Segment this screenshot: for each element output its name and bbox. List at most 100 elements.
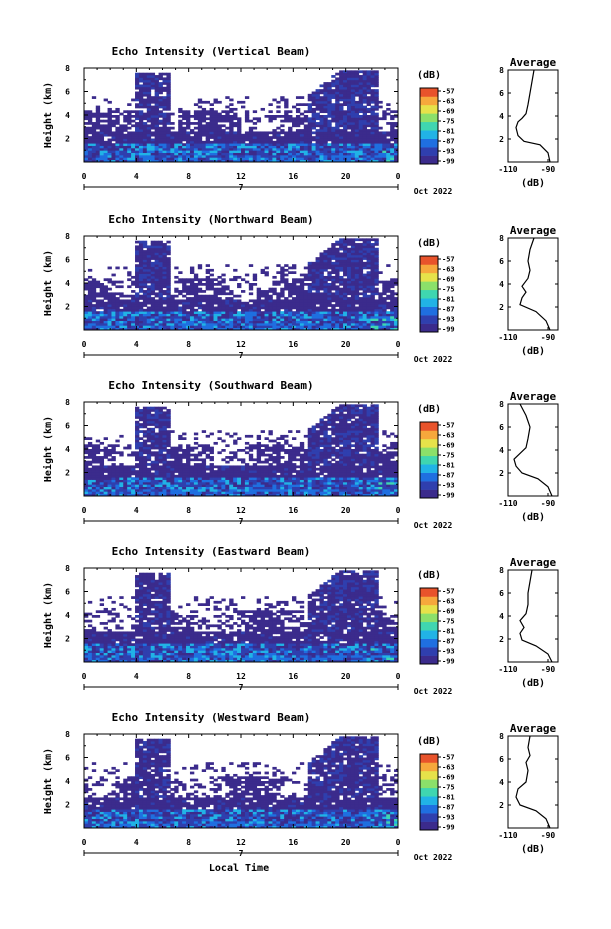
colorbar-swatch: [420, 770, 438, 780]
colorbar-swatch: [420, 596, 438, 606]
colorbar-swatch: [420, 604, 438, 614]
average-y-tick-label: 4: [499, 612, 504, 621]
y-tick-label: 8: [65, 232, 70, 241]
y-tick-label: 8: [65, 64, 70, 73]
colorbar-unit-label: (dB): [417, 736, 441, 747]
y-axis-label: Height (km): [42, 250, 54, 316]
date-label: Oct 2022: [414, 187, 453, 196]
x-tick-label: 12: [236, 838, 246, 847]
colorbar-tick-label: -99: [442, 158, 455, 166]
x-tick-label: 0: [396, 340, 401, 349]
x-tick-label: 0: [82, 838, 87, 847]
panel-title: Echo Intensity (Eastward Beam): [112, 545, 311, 558]
average-title: Average: [510, 224, 557, 237]
colorbar-tick-label: -87: [442, 804, 455, 812]
colorbar-frame: [419, 753, 439, 831]
colorbar-swatch: [420, 447, 438, 457]
colorbar-unit-label: (dB): [417, 70, 441, 81]
day-label: 7: [239, 517, 244, 526]
y-tick-label: 8: [65, 564, 70, 573]
y-tick-label: 4: [65, 611, 70, 620]
average-profile-3: Average 2 4 6 8 -110 -90 (dB): [498, 390, 559, 523]
colorbar-swatch: [420, 613, 438, 623]
heatmap-area: [84, 570, 398, 662]
average-y-tick-label: 8: [499, 732, 504, 741]
colorbar-frame: [419, 87, 439, 165]
colorbar-tick-label: -57: [442, 588, 455, 596]
average-profile-line: [519, 569, 553, 663]
colorbar-tick-label: -75: [442, 784, 455, 792]
average-x-tick-label: -90: [541, 499, 556, 508]
x-tick-label: 8: [186, 672, 191, 681]
x-tick-label: 0: [396, 838, 401, 847]
average-x-tick-label: -90: [541, 165, 556, 174]
date-label: Oct 2022: [414, 355, 453, 364]
x-tick-label: 8: [186, 506, 191, 515]
colorbar-frame: [419, 255, 439, 333]
average-title: Average: [510, 556, 557, 569]
colorbar-swatch: [420, 804, 438, 814]
colorbar-swatch: [420, 821, 438, 831]
colorbar-tick-label: -63: [442, 98, 455, 106]
panel-3: Echo Intensity (Southward Beam) 2 4 6 8 Heigh…: [42, 379, 559, 530]
y-tick-label: 8: [65, 398, 70, 407]
average-y-tick-label: 8: [499, 66, 504, 75]
average-x-tick-label: -90: [541, 333, 556, 342]
y-tick-label: 6: [65, 88, 70, 97]
colorbar-tick-label: -87: [442, 472, 455, 480]
colorbar-swatch: [420, 113, 438, 123]
average-x-tick-label: -110: [498, 665, 517, 674]
average-frame: [507, 403, 559, 497]
colorbar-frame: [419, 421, 439, 499]
colorbar-tick-label: -81: [442, 628, 455, 636]
average-y-tick-label: 6: [499, 257, 504, 266]
x-tick-label: 12: [236, 506, 246, 515]
colorbar-tick-label: -69: [442, 276, 455, 284]
average-x-tick-label: -90: [541, 831, 556, 840]
colorbar-swatch: [420, 655, 438, 665]
colorbar-swatch: [420, 88, 438, 97]
panel-2: Echo Intensity (Northward Beam) 2 4 6 8 Heigh…: [42, 213, 559, 364]
x-tick-label: 0: [82, 172, 87, 181]
colorbar-tick-label: -93: [442, 482, 455, 490]
panel-title: Echo Intensity (Vertical Beam): [112, 45, 311, 58]
x-tick-label: 8: [186, 172, 191, 181]
average-x-label: (dB): [521, 512, 545, 523]
colorbar-swatch: [420, 438, 438, 448]
colorbar-tick-label: -69: [442, 608, 455, 616]
heatmap-area: [84, 404, 398, 496]
y-axis-label: Height (km): [42, 82, 54, 148]
average-x-tick-label: -90: [541, 665, 556, 674]
y-tick-label: 6: [65, 588, 70, 597]
colorbar-tick-label: -87: [442, 638, 455, 646]
colorbar-swatch: [420, 621, 438, 631]
colorbar-tick-label: -69: [442, 774, 455, 782]
average-y-tick-label: 2: [499, 135, 504, 144]
y-tick-label: 4: [65, 445, 70, 454]
colorbar-swatch: [420, 481, 438, 490]
colorbar-tick-label: -75: [442, 118, 455, 126]
colorbar-tick-label: -93: [442, 814, 455, 822]
colorbar-swatch: [420, 464, 438, 473]
colorbar-tick-label: -63: [442, 432, 455, 440]
colorbar-tick-label: -57: [442, 88, 455, 96]
average-x-tick-label: -110: [498, 831, 517, 840]
x-tick-label: 0: [396, 172, 401, 181]
colorbar-swatch: [420, 430, 438, 440]
colorbar-swatch: [420, 138, 438, 148]
x-tick-label: 8: [186, 838, 191, 847]
x-tick-label: 8: [186, 340, 191, 349]
x-tick-label: 4: [134, 340, 139, 349]
average-y-tick-label: 8: [499, 234, 504, 243]
panel-1: Echo Intensity (Vertical Beam) 2 4 6 8 Height…: [42, 45, 559, 196]
colorbar-tick-label: -81: [442, 794, 455, 802]
colorbar-swatch: [420, 472, 438, 482]
y-tick-label: 2: [65, 135, 70, 144]
average-x-label: (dB): [521, 844, 545, 855]
colorbar-swatch: [420, 281, 438, 291]
y-tick-label: 2: [65, 303, 70, 312]
colorbar-tick-label: -99: [442, 658, 455, 666]
x-tick-label: 16: [289, 672, 299, 681]
colorbar-swatch: [420, 779, 438, 789]
